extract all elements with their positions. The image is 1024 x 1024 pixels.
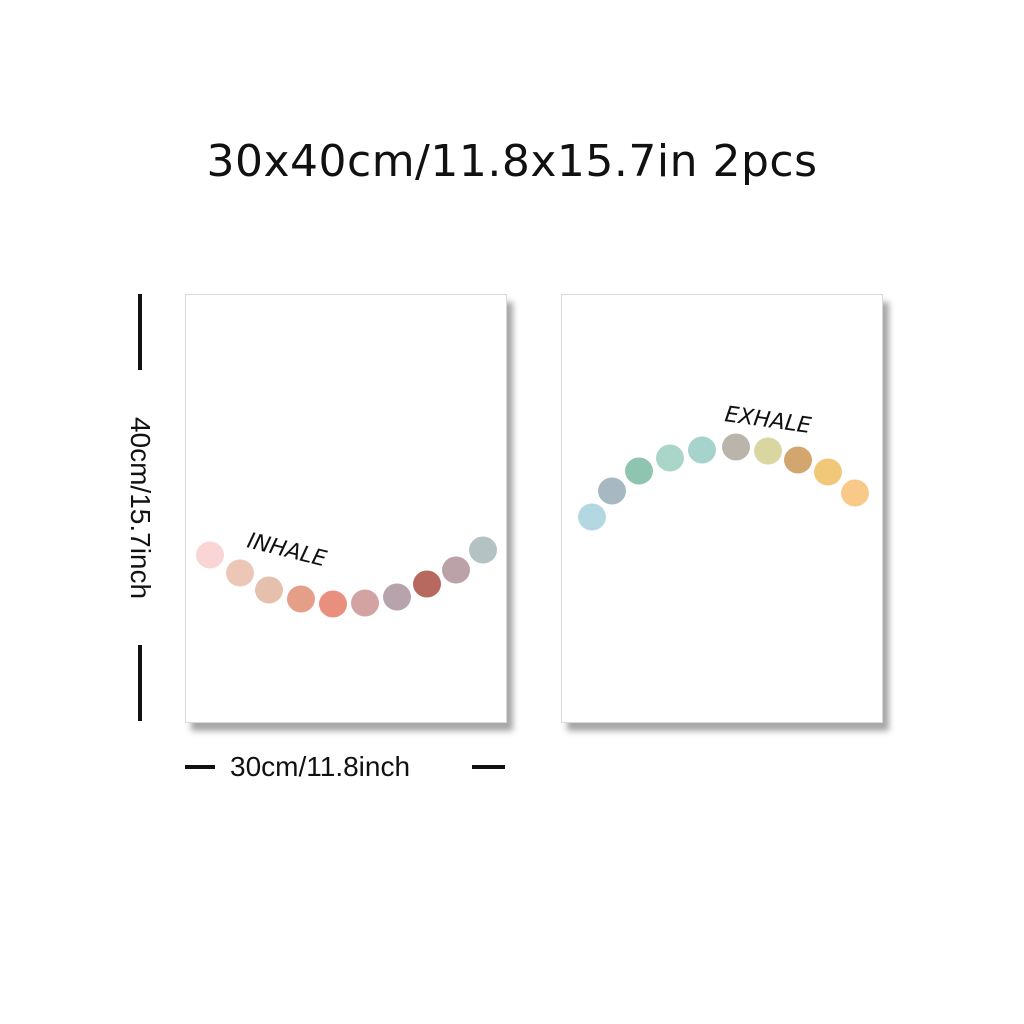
inhale-dot-8 — [413, 570, 441, 598]
width-dimension-line-right — [472, 765, 505, 769]
exhale-dot-2 — [598, 477, 626, 505]
width-dimension-line-left — [185, 765, 215, 769]
exhale-word: EXHALE — [723, 402, 812, 439]
inhale-dot-1 — [196, 541, 224, 569]
exhale-artwork: EXHALE — [578, 402, 869, 531]
exhale-dot-5 — [688, 436, 716, 464]
exhale-dot-7 — [754, 437, 782, 465]
exhale-dot-1 — [578, 503, 606, 531]
product-size-title: 30x40cm/11.8x15.7in 2pcs — [206, 136, 818, 187]
exhale-dot-8 — [784, 446, 812, 474]
inhale-artwork: INHALE — [196, 529, 497, 618]
height-dimension-label: 40cm/15.7inch — [125, 416, 156, 600]
inhale-dot-10 — [469, 536, 497, 564]
exhale-dot-9 — [814, 458, 842, 486]
inhale-dot-2 — [226, 559, 254, 587]
exhale-dot-6 — [722, 433, 750, 461]
exhale-dot-4 — [656, 444, 684, 472]
inhale-dot-7 — [383, 583, 411, 611]
inhale-word: INHALE — [245, 529, 329, 573]
inhale-dot-3 — [255, 576, 283, 604]
exhale-dot-3 — [625, 457, 653, 485]
height-dimension-line-top — [138, 294, 142, 370]
height-dimension-line-bottom — [138, 645, 142, 721]
inhale-dot-9 — [442, 556, 470, 584]
width-dimension-label: 30cm/11.8inch — [230, 751, 411, 782]
poster-exhale: EXHALE — [561, 294, 883, 723]
inhale-dot-5 — [319, 590, 347, 618]
poster-inhale: INHALE — [185, 294, 507, 723]
inhale-dot-4 — [287, 585, 315, 613]
inhale-dot-6 — [351, 589, 379, 617]
exhale-dot-10 — [841, 479, 869, 507]
